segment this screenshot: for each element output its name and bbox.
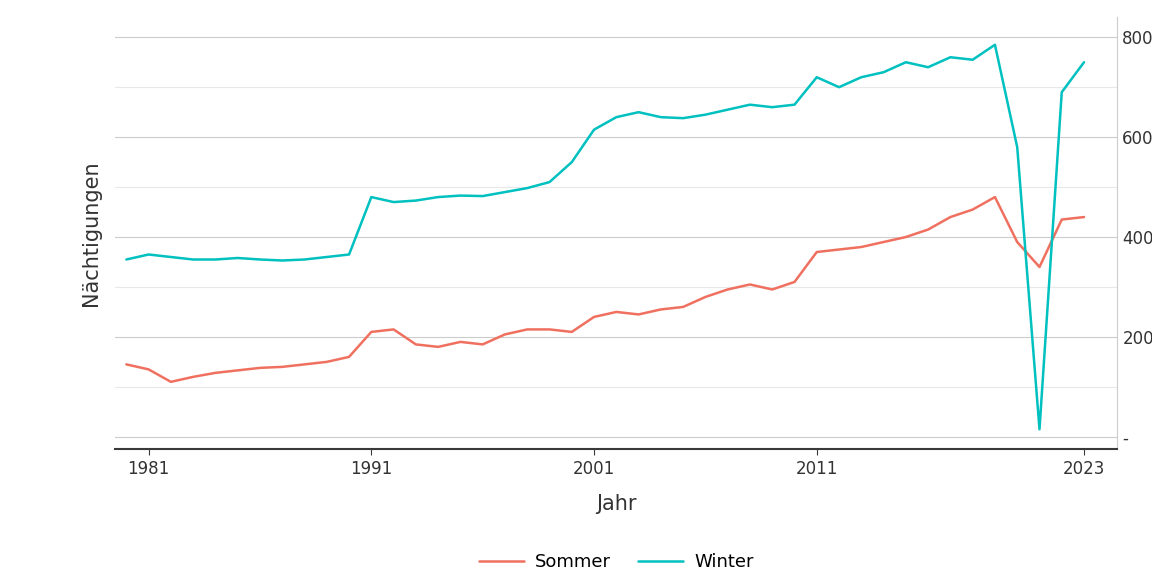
Sommer — [899, 234, 912, 241]
Y-axis label: Nächtigungen: Nächtigungen — [82, 161, 101, 306]
Winter — [877, 69, 890, 75]
Winter — [810, 74, 824, 81]
Winter — [832, 84, 846, 90]
Winter — [187, 256, 200, 263]
Sommer — [230, 367, 244, 374]
Sommer — [609, 309, 623, 316]
Winter — [631, 109, 645, 116]
Sommer — [922, 226, 935, 233]
Winter — [342, 251, 356, 258]
Sommer — [164, 378, 177, 385]
Winter — [209, 256, 222, 263]
Sommer — [387, 326, 401, 333]
Sommer — [498, 331, 511, 338]
Winter — [543, 179, 556, 185]
Winter — [855, 74, 869, 81]
Winter — [498, 188, 511, 195]
Winter — [743, 101, 757, 108]
Sommer — [142, 366, 156, 373]
Winter — [297, 256, 311, 263]
X-axis label: Jahr: Jahr — [596, 494, 637, 514]
Sommer — [454, 339, 468, 346]
Sommer — [543, 326, 556, 333]
Winter — [1077, 59, 1091, 66]
Winter — [230, 255, 244, 262]
Sommer — [988, 194, 1002, 200]
Winter — [943, 54, 957, 60]
Winter — [654, 113, 668, 120]
Sommer — [275, 363, 289, 370]
Sommer — [631, 311, 645, 318]
Sommer — [253, 365, 267, 372]
Winter — [588, 126, 601, 133]
Sommer — [721, 286, 735, 293]
Legend: Sommer, Winter: Sommer, Winter — [472, 546, 760, 576]
Sommer — [342, 354, 356, 361]
Sommer — [788, 279, 802, 286]
Winter — [698, 111, 712, 118]
Sommer — [588, 313, 601, 320]
Sommer — [877, 238, 890, 245]
Sommer — [297, 361, 311, 368]
Sommer — [765, 286, 779, 293]
Sommer — [364, 328, 378, 335]
Winter — [142, 251, 156, 258]
Sommer — [476, 341, 490, 348]
Winter — [788, 101, 802, 108]
Sommer — [743, 281, 757, 288]
Sommer — [409, 341, 423, 348]
Winter — [609, 113, 623, 120]
Winter — [922, 64, 935, 71]
Winter — [320, 253, 334, 260]
Winter — [721, 106, 735, 113]
Sommer — [676, 304, 690, 310]
Sommer — [810, 249, 824, 256]
Winter — [1055, 89, 1069, 96]
Winter — [364, 194, 378, 200]
Winter — [409, 197, 423, 204]
Sommer — [855, 244, 869, 251]
Winter — [454, 192, 468, 199]
Winter — [521, 185, 535, 192]
Winter — [476, 192, 490, 199]
Winter — [275, 257, 289, 264]
Winter — [988, 41, 1002, 48]
Winter — [387, 199, 401, 206]
Sommer — [1010, 238, 1024, 245]
Winter — [765, 104, 779, 111]
Winter — [164, 253, 177, 260]
Sommer — [187, 373, 200, 380]
Sommer — [1077, 214, 1091, 221]
Sommer — [209, 369, 222, 376]
Winter — [1010, 143, 1024, 150]
Winter — [253, 256, 267, 263]
Sommer — [943, 214, 957, 221]
Winter — [965, 56, 979, 63]
Line: Winter: Winter — [127, 45, 1084, 429]
Winter — [431, 194, 445, 200]
Sommer — [654, 306, 668, 313]
Sommer — [564, 328, 578, 335]
Sommer — [521, 326, 535, 333]
Sommer — [431, 343, 445, 350]
Winter — [564, 158, 578, 165]
Sommer — [698, 294, 712, 301]
Sommer — [120, 361, 134, 368]
Sommer — [1032, 264, 1046, 271]
Winter — [1032, 426, 1046, 433]
Winter — [676, 115, 690, 122]
Sommer — [320, 358, 334, 365]
Winter — [899, 59, 912, 66]
Winter — [120, 256, 134, 263]
Sommer — [832, 246, 846, 253]
Sommer — [965, 206, 979, 213]
Sommer — [1055, 216, 1069, 223]
Line: Sommer: Sommer — [127, 197, 1084, 382]
